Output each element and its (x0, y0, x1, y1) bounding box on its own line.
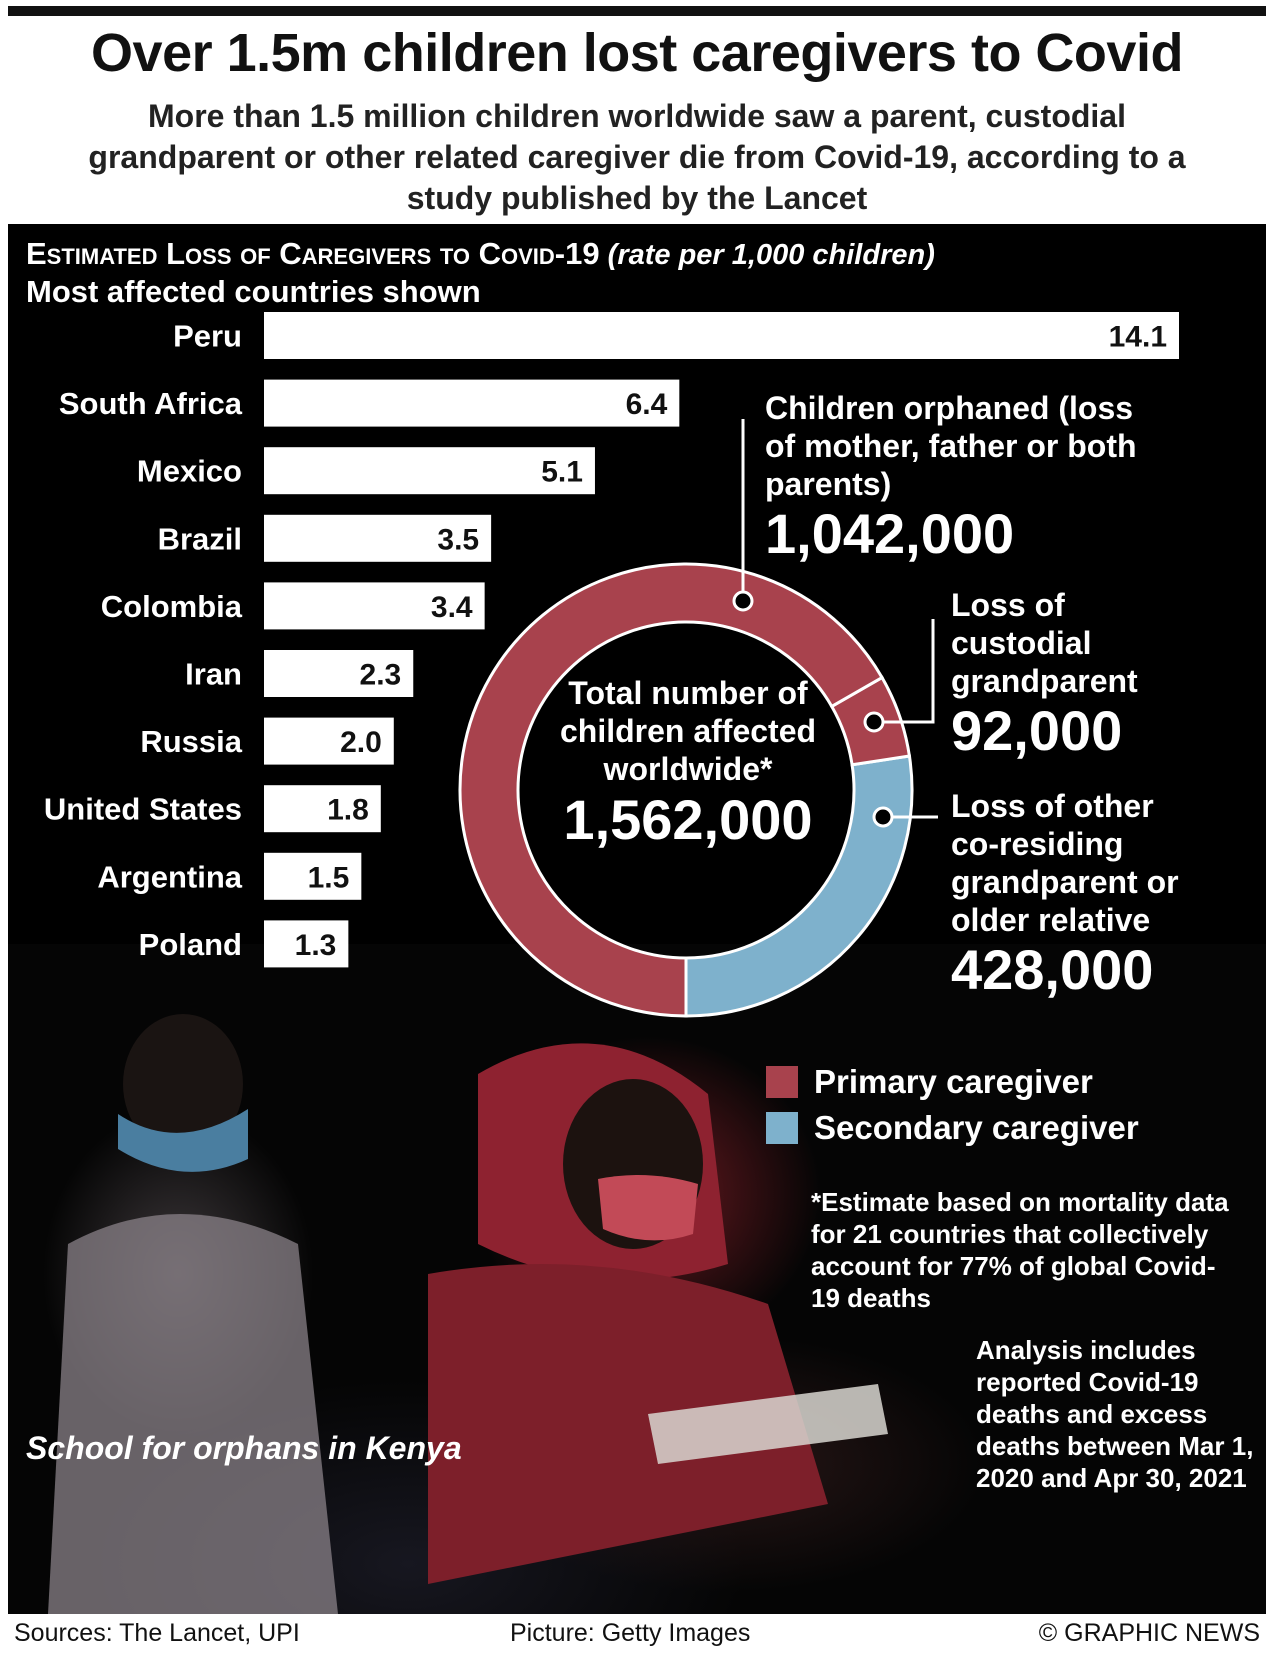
footer: Sources: The Lancet, UPI Picture: Getty … (0, 1617, 1274, 1657)
photo-caption: School for orphans in Kenya (26, 1430, 462, 1466)
bar-chart-subtitle: Most affected countries shown (26, 274, 481, 309)
graphic-news-credit: © GRAPHIC NEWS (1038, 1619, 1260, 1647)
custodial-leader-dot (863, 711, 885, 733)
legend-secondary-swatch (766, 1112, 798, 1144)
custodial-leader-line (881, 619, 935, 724)
sources-credit: Sources: The Lancet, UPI (14, 1619, 300, 1647)
bar-south-africa (264, 379, 680, 427)
legend-primary: Primary caregiver (766, 1059, 1139, 1105)
country-label-iran: Iran (185, 657, 242, 692)
other-relative-value: 428,000 (951, 938, 1154, 1001)
page-title: Over 1.5m children lost caregivers to Co… (91, 23, 1183, 83)
bar-value-russia: 2.0 (340, 726, 382, 759)
bar-peru (264, 312, 1179, 359)
custodial-annotation: Loss of custodial grandparent 92,000 (951, 586, 1191, 762)
country-label-colombia: Colombia (101, 589, 243, 624)
bar-argentina (264, 852, 362, 900)
bar-iran (264, 650, 414, 697)
top-rule (8, 6, 1266, 16)
bar-mexico (264, 447, 595, 495)
orphaned-annotation: Children orphaned (loss of mother, fathe… (765, 389, 1165, 565)
donut-slice-orphaned (458, 562, 885, 1018)
country-label-south-africa: South Africa (59, 386, 243, 421)
country-label-brazil: Brazil (158, 521, 242, 556)
custodial-label: Loss of custodial grandparent (951, 587, 1138, 699)
donut-slice-other-relative (684, 754, 914, 1018)
bar-chart-title: Estimated Loss of Caregivers to Covid-19 (26, 236, 600, 271)
leader-lines (732, 419, 938, 828)
picture-credit: Picture: Getty Images (510, 1619, 751, 1647)
legend-primary-swatch (766, 1066, 798, 1098)
donut-center-value: 1,562,000 (563, 788, 813, 851)
bar-value-poland: 1.3 (295, 929, 337, 962)
country-label-peru: Peru (173, 319, 242, 354)
bar-value-brazil: 3.5 (437, 523, 479, 556)
other-leader-dot (872, 806, 894, 828)
bar-colombia (264, 582, 485, 630)
donut-center-text: Total number of children affected worldw… (559, 675, 817, 787)
bar-poland (264, 920, 349, 968)
bar-value-argentina: 1.5 (308, 861, 350, 894)
legend-secondary-label: Secondary caregiver (814, 1109, 1139, 1146)
analysis-note: Analysis includes reported Covid-19 deat… (976, 1335, 1254, 1493)
infographic-panel: Estimated Loss of Caregivers to Covid-19… (8, 224, 1266, 1614)
orphaned-leader-dot (732, 590, 754, 612)
bar-united-states (264, 785, 381, 833)
country-label-argentina: Argentina (97, 859, 242, 894)
bar-chart: Peru 14.1 South Africa 6.4 Mexico 5.1 Brazil 3.… (44, 312, 1179, 968)
page-subtitle: More than 1.5 million children worldwide… (88, 98, 1186, 216)
bar-brazil (264, 514, 492, 562)
country-label-mexico: Mexico (137, 454, 242, 489)
orphaned-value: 1,042,000 (765, 502, 1015, 565)
children-silhouette-illustration (48, 1014, 888, 1614)
custodial-value: 92,000 (951, 699, 1123, 762)
bar-russia (264, 717, 394, 765)
legend-primary-label: Primary caregiver (814, 1063, 1093, 1100)
donut-center-label: Total number of children affected worldw… (548, 674, 828, 852)
chart-canvas: Peru 14.1 South Africa 6.4 Mexico 5.1 Brazil 3.… (44, 312, 1179, 1018)
bar-value-iran: 2.3 (360, 659, 402, 692)
other-relative-label: Loss of other co-residing grandparent or… (951, 788, 1179, 938)
other-relative-annotation: Loss of other co-residing grandparent or… (951, 787, 1191, 1001)
legend-secondary: Secondary caregiver (766, 1105, 1139, 1151)
country-label-poland: Poland (139, 927, 242, 962)
bar-value-peru: 14.1 (1109, 321, 1167, 354)
country-label-russia: Russia (140, 724, 242, 759)
bar-chart-unit: (rate per 1,000 children) (607, 239, 935, 271)
estimate-footnote: *Estimate based on mortality data for 21… (811, 1187, 1229, 1313)
bar-value-mexico: 5.1 (541, 456, 583, 489)
bar-value-colombia: 3.4 (431, 591, 473, 624)
country-label-united-states: United States (44, 792, 242, 827)
kenya-classroom-photo (8, 944, 1266, 1614)
bar-value-united-states: 1.8 (327, 794, 369, 827)
bar-value-south-africa: 6.4 (626, 388, 668, 421)
orphaned-label: Children orphaned (loss of mother, fathe… (765, 390, 1137, 502)
donut-legend: Primary caregiver Secondary caregiver (766, 1059, 1139, 1151)
bar-chart-heading: Estimated Loss of Caregivers to Covid-19… (26, 236, 935, 272)
